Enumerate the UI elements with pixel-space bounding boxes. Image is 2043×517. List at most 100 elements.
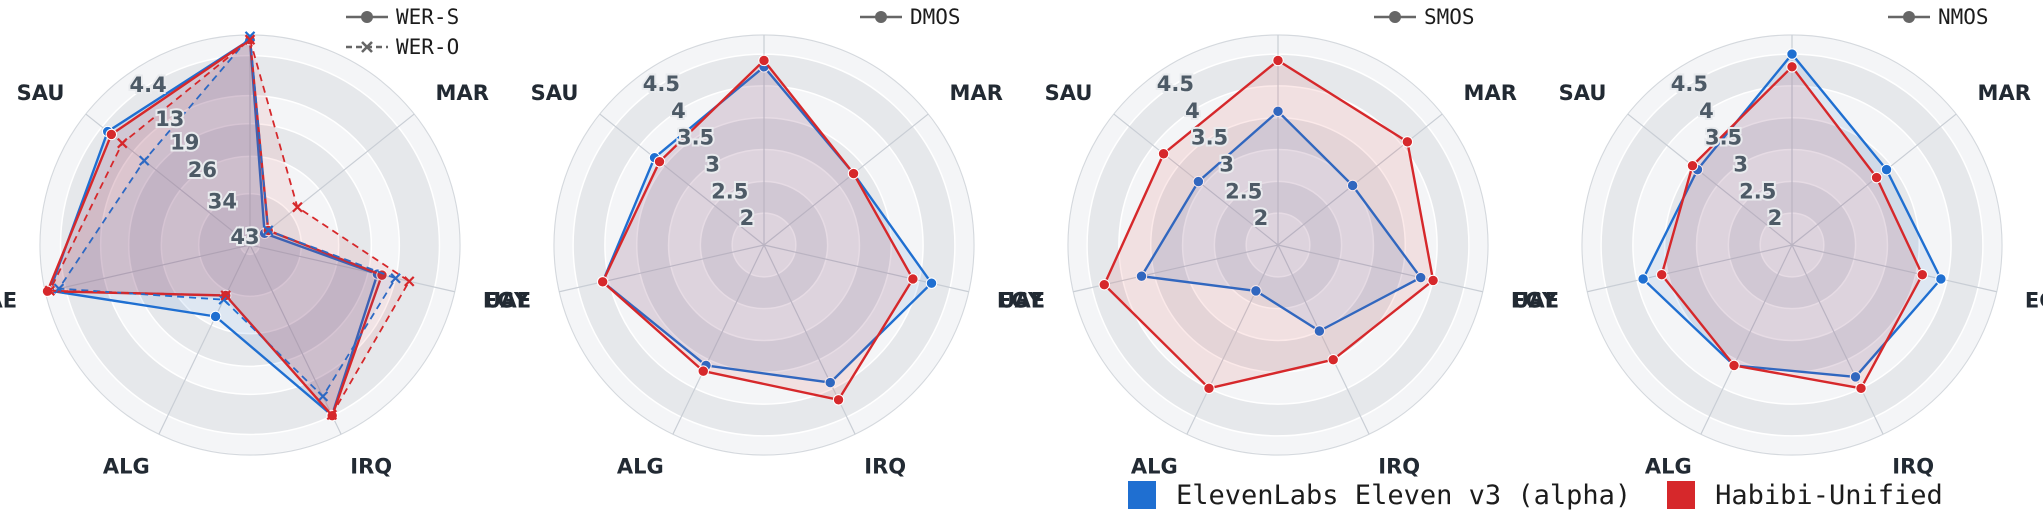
data-point-elevenlabs-eleven-v3-alpha-egy bbox=[1414, 271, 1427, 284]
series-polygon-elevenlabs-eleven-v3-alpha bbox=[601, 65, 933, 384]
axis-label-sau: SAU bbox=[1559, 81, 1607, 105]
data-point-elevenlabs-eleven-v3-alpha-uae bbox=[1637, 273, 1649, 285]
grid-spoke-mar bbox=[1277, 113, 1443, 246]
model-legend: ElevenLabs Eleven v3 (alpha) Habibi-Unif… bbox=[1128, 478, 1979, 512]
tick-label: 4 bbox=[671, 99, 686, 123]
data-point-elevenlabs-eleven-v3-alpha-alg bbox=[209, 310, 222, 323]
data-point-habibi-unified-egy bbox=[907, 273, 919, 285]
data-point-habibi-unified-uae bbox=[1098, 278, 1110, 291]
series-polygon-habibi-unified bbox=[601, 59, 915, 401]
tick-label: 43 bbox=[230, 225, 259, 249]
grid-spoke-alg bbox=[672, 244, 765, 435]
data-point-elevenlabs-eleven-v3-alpha-egy bbox=[390, 272, 401, 284]
tick-label: 4.5 bbox=[1157, 72, 1194, 96]
axis-label-mar: MAR bbox=[436, 81, 489, 105]
data-point-habibi-unified-irq bbox=[1855, 382, 1867, 395]
grid-spoke-alg bbox=[158, 244, 251, 435]
data-point-elevenlabs-eleven-v3-alpha-mar bbox=[1346, 179, 1359, 192]
tick-label: 4.5 bbox=[643, 72, 680, 96]
data-point-elevenlabs-eleven-v3-alpha-mar bbox=[262, 225, 274, 236]
radar-panel-3: 22.533.544.5MSAMAREGYIRQALGUAESAUSMOS bbox=[998, 5, 1558, 479]
axis-label-uae: UAE bbox=[998, 289, 1045, 313]
grid-spoke-alg bbox=[1700, 244, 1793, 435]
data-point-elevenlabs-eleven-v3-alpha-uae bbox=[1135, 270, 1148, 282]
tick-label: 34 bbox=[208, 190, 237, 214]
tick-label: 3.5 bbox=[1191, 126, 1228, 150]
axis-label-sau: SAU bbox=[17, 81, 65, 105]
axis-label-egy: EGY bbox=[1511, 289, 1558, 313]
data-point-habibi-unified-mar bbox=[1870, 171, 1883, 184]
tick-label: 4 bbox=[1699, 99, 1714, 123]
metric-legend-label: WER-S bbox=[396, 5, 459, 29]
series-polygon-elevenlabs-eleven-v3-alpha bbox=[1140, 110, 1422, 333]
data-point-habibi-unified-msa bbox=[758, 54, 770, 67]
axis-label-alg: ALG bbox=[1131, 455, 1178, 479]
series-polygon-elevenlabs-eleven-v3-alpha-wer-s bbox=[48, 38, 379, 417]
radar-panel-4: 22.533.544.5MSAMAREGYIRQALGUAESAUNMOS bbox=[1512, 5, 2043, 479]
data-point-habibi-unified-irq bbox=[326, 409, 338, 421]
metric-legend-label: SMOS bbox=[1424, 5, 1475, 29]
data-point-habibi-unified-mar bbox=[1401, 136, 1414, 148]
legend-swatch-elevenlabs bbox=[1128, 481, 1156, 509]
grid-spoke-sau bbox=[1627, 113, 1793, 246]
grid-spoke-mar bbox=[249, 113, 415, 246]
tick-label: 2 bbox=[1768, 206, 1783, 230]
data-point-habibi-unified-alg bbox=[220, 290, 231, 301]
metric-legend-label: DMOS bbox=[910, 5, 961, 29]
tick-label: 2.5 bbox=[1225, 179, 1262, 203]
metric-legend-label: NMOS bbox=[1938, 5, 1989, 29]
axis-label-irq: IRQ bbox=[864, 455, 906, 479]
metric-legend-label: WER-O bbox=[396, 35, 459, 59]
data-point-elevenlabs-eleven-v3-alpha-msa bbox=[1786, 48, 1798, 60]
data-point-habibi-unified-msa bbox=[1272, 54, 1284, 67]
axis-label-alg: ALG bbox=[617, 455, 664, 479]
data-point-elevenlabs-eleven-v3-alpha-irq bbox=[1849, 371, 1862, 383]
data-point-elevenlabs-eleven-v3-alpha-msa bbox=[1272, 105, 1284, 118]
grid-spoke-irq bbox=[1791, 244, 1884, 435]
tick-label: 13 bbox=[155, 107, 184, 131]
data-point-habibi-unified-msa bbox=[244, 34, 256, 45]
data-point-habibi-unified-egy bbox=[1916, 269, 1928, 281]
data-point-habibi-unified-alg bbox=[1728, 359, 1740, 372]
legend-item-elevenlabs: ElevenLabs Eleven v3 (alpha) bbox=[1128, 480, 1631, 511]
metric-legend-nmos: NMOS bbox=[1888, 5, 1989, 29]
data-point-habibi-unified-sau bbox=[653, 155, 666, 168]
tick-label: 19 bbox=[170, 131, 199, 155]
legend-swatch-habibi bbox=[1667, 481, 1696, 509]
grid-spoke-uae bbox=[559, 244, 765, 293]
tick-label: 4 bbox=[1185, 99, 1200, 123]
data-point-habibi-unified-irq bbox=[832, 394, 845, 406]
tick-label: 26 bbox=[188, 158, 217, 182]
axis-label-uae: UAE bbox=[484, 289, 531, 313]
series-polygon-elevenlabs-eleven-v3-alpha bbox=[1641, 52, 1943, 379]
axis-label-egy: EGY bbox=[483, 289, 530, 313]
data-point-elevenlabs-eleven-v3-alpha-egy bbox=[925, 277, 938, 289]
series-polygon-habibi-unified bbox=[1660, 65, 1924, 390]
data-point-elevenlabs-eleven-v3-alpha-irq bbox=[1313, 325, 1326, 337]
data-point-habibi-unified-alg bbox=[1203, 382, 1215, 395]
grid-spoke-uae bbox=[1587, 244, 1793, 293]
axis-label-alg: ALG bbox=[1645, 455, 1692, 479]
data-point-habibi-unified-egy bbox=[403, 276, 415, 287]
axis-label-sau: SAU bbox=[1045, 81, 1093, 105]
grid-spoke-egy bbox=[249, 244, 455, 293]
tick-label: 2 bbox=[1254, 206, 1269, 230]
axis-label-mar: MAR bbox=[950, 81, 1003, 105]
legend-item-habibi: Habibi-Unified bbox=[1667, 480, 1943, 511]
metric-legend-wer-s: WER-S bbox=[346, 5, 459, 29]
axis-label-egy: EGY bbox=[997, 289, 1044, 313]
legend-label-habibi: Habibi-Unified bbox=[1715, 479, 1943, 511]
tick-label: 3.5 bbox=[1705, 126, 1742, 150]
grid-spoke-mar bbox=[763, 113, 929, 246]
axis-label-mar: MAR bbox=[1978, 81, 2031, 105]
axis-label-irq: IRQ bbox=[1378, 455, 1420, 479]
tick-label: 2.5 bbox=[1739, 179, 1776, 203]
tick-label: 3 bbox=[1733, 153, 1748, 177]
axis-label-irq: IRQ bbox=[350, 455, 392, 479]
tick-label: 2 bbox=[740, 206, 755, 230]
radar-panel-2: 22.533.544.5MSAMAREGYIRQALGUAESAUDMOS bbox=[484, 5, 1044, 479]
data-point-habibi-unified-mar bbox=[292, 201, 303, 213]
tick-label: 3 bbox=[705, 153, 720, 177]
radar-panel-1: 4.41319263443MSAMAREGYIRQALGUAESAUWER-SW… bbox=[0, 5, 530, 479]
